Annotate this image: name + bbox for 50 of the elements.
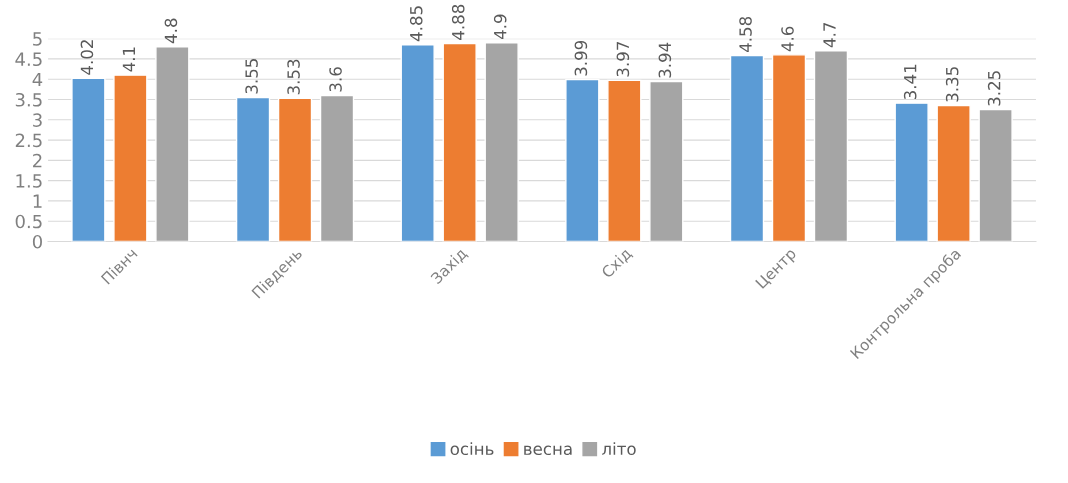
bar bbox=[400, 44, 435, 242]
bar bbox=[649, 80, 684, 242]
y-tick-label: 0 bbox=[32, 234, 42, 249]
y-tick-label: 5 bbox=[33, 32, 42, 46]
bar bbox=[771, 54, 807, 242]
data-label: 4.02 bbox=[80, 40, 94, 75]
data-label: 3.55 bbox=[245, 59, 258, 94]
data-label: 3.97 bbox=[616, 41, 630, 77]
data-label: 3.35 bbox=[945, 67, 959, 102]
data-label: 4.9 bbox=[493, 14, 507, 40]
data-label: 4.1 bbox=[122, 47, 135, 72]
legend-label: літо bbox=[602, 442, 636, 456]
data-label: 3.6 bbox=[329, 67, 342, 92]
bar bbox=[607, 79, 642, 242]
data-label: 4.8 bbox=[164, 18, 178, 44]
y-tick-label: 1 bbox=[33, 194, 42, 208]
bar bbox=[484, 42, 519, 242]
legend-label: осінь bbox=[450, 442, 494, 456]
data-label: 3.53 bbox=[287, 59, 300, 95]
y-tick-label: 2 bbox=[33, 153, 42, 168]
bar bbox=[277, 97, 313, 242]
bar bbox=[155, 46, 190, 242]
data-label: 4.6 bbox=[781, 26, 794, 52]
bar bbox=[235, 96, 271, 242]
data-label: 3.41 bbox=[903, 64, 917, 100]
y-tick-label: 2.5 bbox=[15, 133, 42, 148]
data-label: 4.85 bbox=[409, 6, 423, 42]
data-label: 3.99 bbox=[574, 40, 588, 76]
bar bbox=[936, 104, 971, 242]
bar bbox=[113, 74, 148, 242]
data-label: 3.94 bbox=[658, 42, 672, 78]
bar bbox=[319, 94, 355, 242]
y-tick-label: 3.5 bbox=[15, 92, 42, 107]
bar bbox=[813, 50, 849, 242]
bar bbox=[565, 78, 600, 242]
bar bbox=[978, 108, 1013, 242]
bar bbox=[71, 77, 106, 242]
y-tick-label: 1.5 bbox=[16, 174, 42, 188]
data-label: 4.58 bbox=[739, 16, 752, 53]
bar bbox=[442, 42, 477, 242]
data-label: 3.25 bbox=[987, 71, 1001, 106]
data-label: 4.88 bbox=[451, 4, 465, 40]
y-tick-label: 0.5 bbox=[15, 214, 42, 229]
data-label: 4.7 bbox=[823, 22, 836, 48]
y-tick-label: 3 bbox=[33, 113, 42, 127]
bar bbox=[894, 102, 929, 242]
y-tick-label: 4 bbox=[32, 72, 43, 87]
legend-label: весна bbox=[524, 445, 572, 456]
bar bbox=[729, 54, 765, 242]
y-tick-label: 4.5 bbox=[15, 52, 42, 67]
